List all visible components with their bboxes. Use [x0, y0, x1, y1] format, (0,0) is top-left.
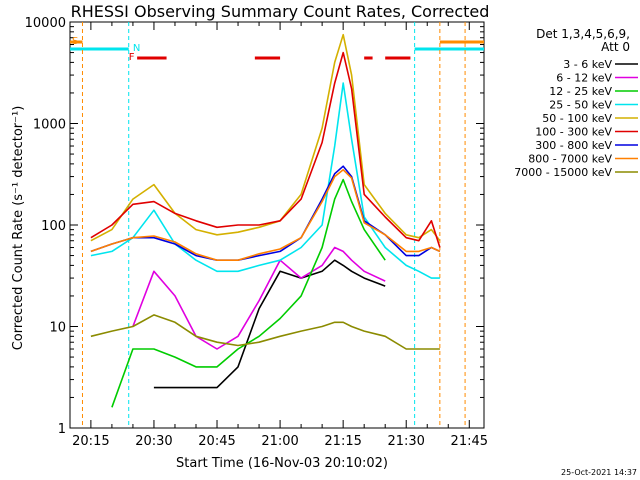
night-flag-label: N	[133, 43, 140, 54]
series-line-6	[90, 51, 441, 248]
x-tick-label: 21:45	[451, 434, 488, 449]
flag-bars: S NF	[70, 22, 484, 428]
series-line-5	[90, 33, 441, 242]
saa-flag-label: S	[72, 36, 78, 47]
y-tick-label: 1	[58, 422, 66, 437]
legend-label: 7000 - 15000 keV	[514, 166, 612, 179]
y-tick-label: 10000	[25, 16, 66, 31]
x-tick-label: 21:00	[261, 434, 298, 449]
legend-header-line-1: Det 1,3,4,5,6,9,	[536, 27, 630, 41]
plot-frame	[69, 21, 485, 429]
x-tick-label: 20:45	[198, 434, 235, 449]
x-axis-label: Start Time (16-Nov-03 20:10:02)	[176, 456, 388, 471]
legend-label: 6 - 12 keV	[556, 72, 612, 85]
legend-label: 300 - 800 keV	[535, 139, 612, 152]
series-line-7	[90, 165, 441, 261]
x-tick-label: 21:15	[324, 434, 361, 449]
legend-label: 100 - 300 keV	[535, 126, 612, 139]
series-line-3	[111, 178, 386, 408]
legend-header-line-2: Att 0	[601, 40, 630, 54]
x-tick-label: 20:15	[72, 434, 109, 449]
legend-label: 25 - 50 keV	[549, 99, 612, 112]
y-tick-label: 10	[49, 321, 66, 336]
series-line-1	[153, 259, 386, 389]
legend-label: 50 - 100 keV	[542, 112, 612, 125]
legend-label: 800 - 7000 keV	[528, 153, 612, 166]
y-axis: 1 10 100 1000 10000	[25, 16, 484, 437]
series-lines	[90, 33, 441, 408]
y-tick-label: 100	[41, 219, 66, 234]
x-axis: 20:15 20:30 20:45 21:00 21:15 21:30 21:45	[72, 22, 488, 449]
flare-flag-label: F	[129, 52, 135, 63]
y-axis-label: Corrected Count Rate (s⁻¹ detector⁻¹)	[11, 106, 26, 351]
x-tick-label: 20:30	[135, 434, 172, 449]
timestamp: 25-Oct-2021 14:37	[561, 468, 637, 477]
x-tick-label: 21:30	[387, 434, 424, 449]
series-line-9	[90, 314, 440, 350]
chart-title: RHESSI Observing Summary Count Rates, Co…	[71, 2, 490, 21]
legend-label: 12 - 25 keV	[549, 85, 612, 98]
legend-label: 3 - 6 keV	[563, 58, 612, 71]
series-line-8	[90, 169, 441, 261]
series-line-4	[90, 82, 440, 279]
series-line-2	[132, 246, 386, 350]
y-tick-label: 1000	[33, 118, 66, 133]
